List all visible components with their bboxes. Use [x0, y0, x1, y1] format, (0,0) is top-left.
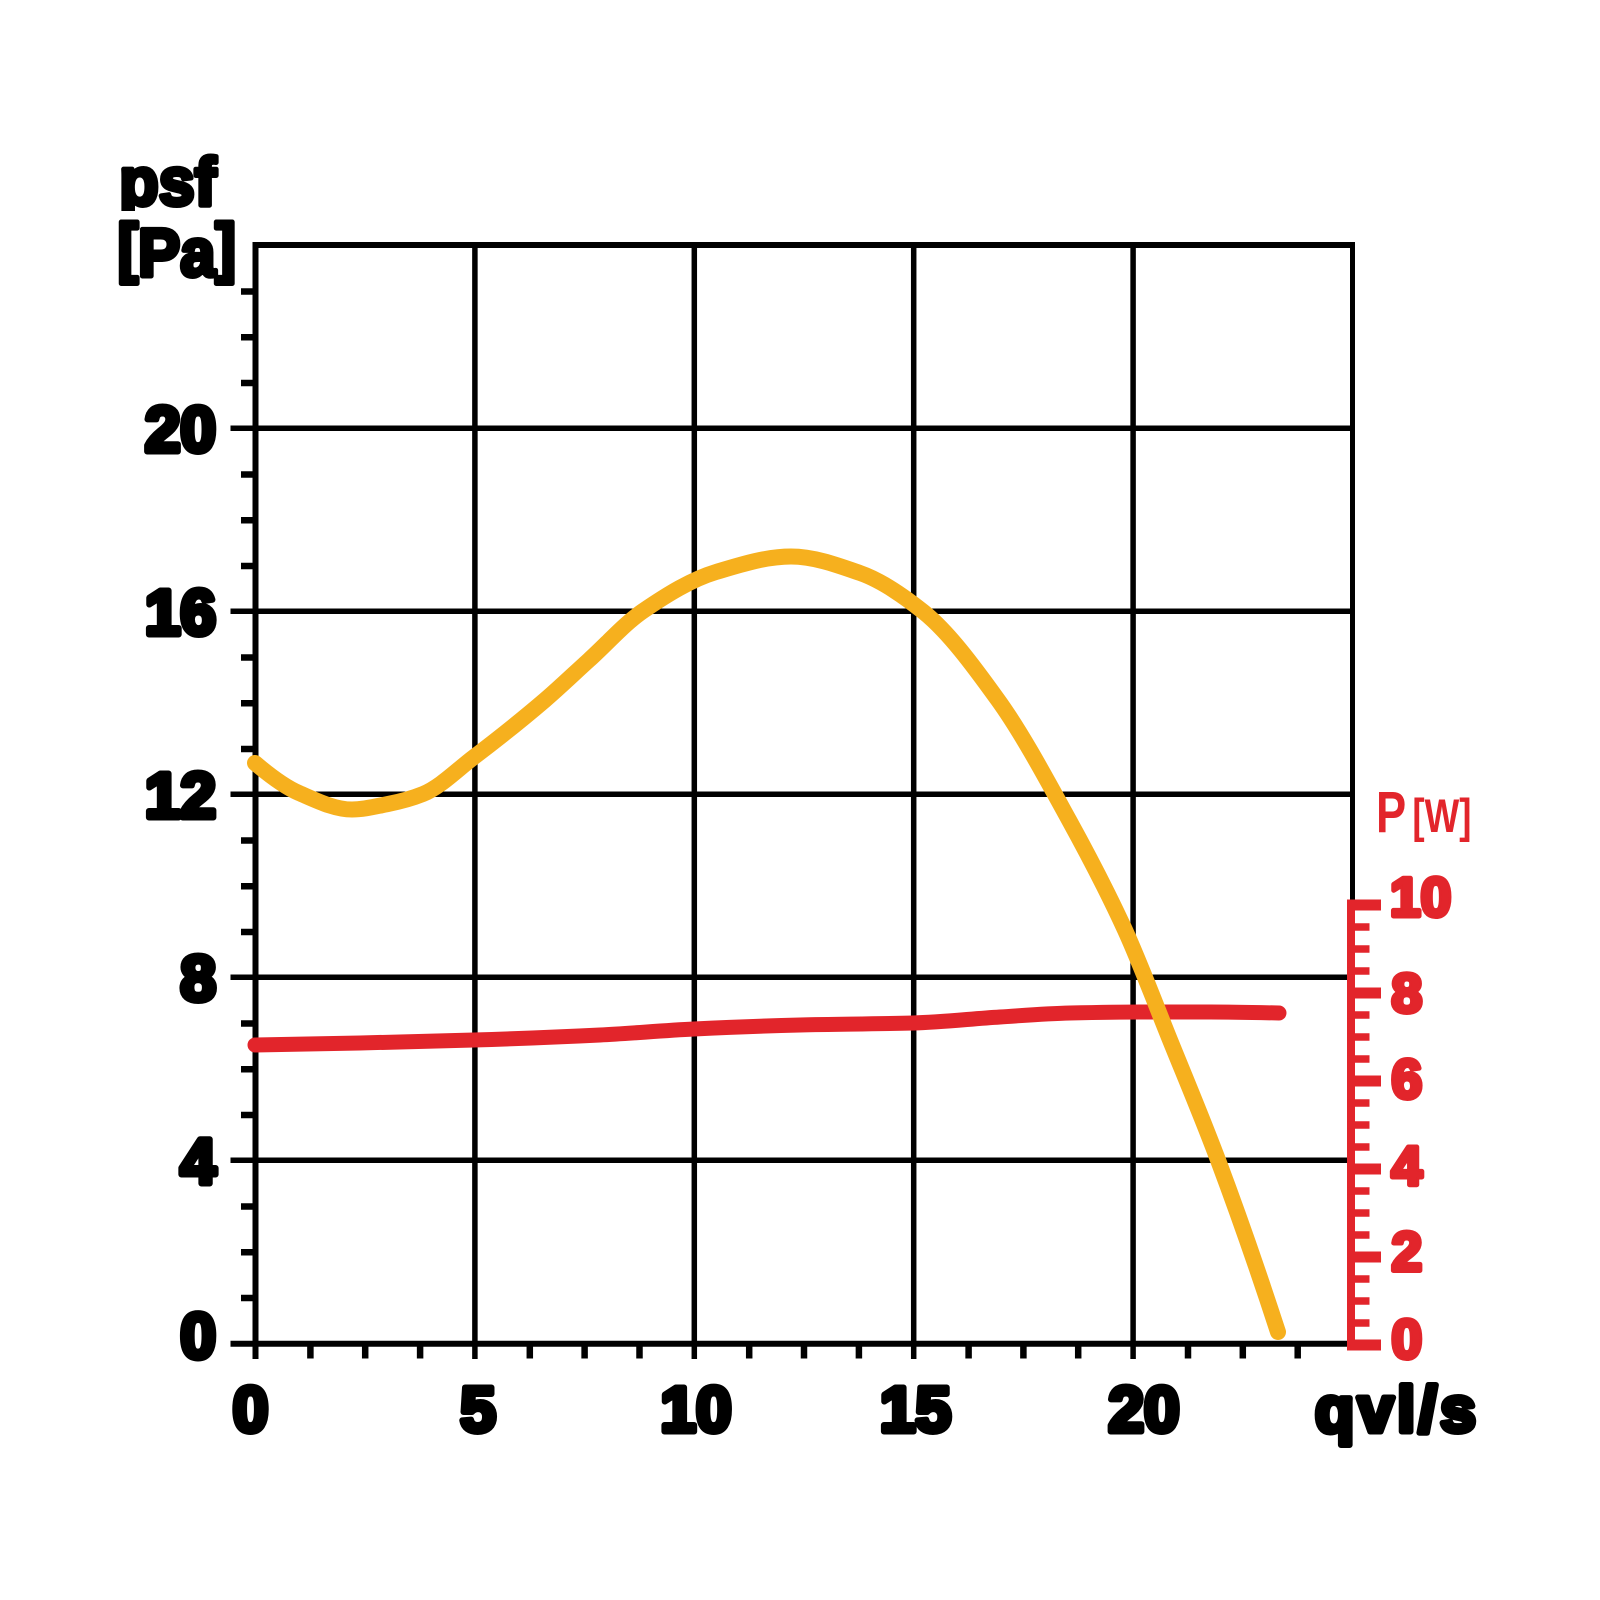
svg-text:6: 6: [1392, 1048, 1423, 1110]
svg-text:15: 15: [880, 1374, 951, 1446]
svg-text:8: 8: [1392, 962, 1423, 1024]
svg-text:4: 4: [180, 1125, 216, 1197]
svg-text:[Pa]: [Pa]: [118, 210, 236, 291]
svg-text:12: 12: [145, 759, 216, 831]
svg-text:0: 0: [1392, 1308, 1423, 1370]
svg-text:16: 16: [145, 576, 216, 648]
svg-text:P[W]: P [W]: [1376, 781, 1471, 846]
svg-text:4: 4: [1392, 1135, 1423, 1197]
svg-text:20: 20: [1108, 1374, 1179, 1446]
svg-text:psf: psf: [119, 145, 217, 221]
svg-text:5: 5: [460, 1374, 496, 1446]
svg-text:8: 8: [180, 942, 216, 1014]
svg-text:2: 2: [1392, 1221, 1423, 1283]
svg-text:qvl/s: qvl/s: [1315, 1374, 1480, 1446]
svg-text:0: 0: [233, 1374, 269, 1446]
svg-text:20: 20: [145, 393, 216, 465]
svg-text:10: 10: [1390, 866, 1451, 928]
svg-text:10: 10: [660, 1374, 731, 1446]
svg-text:0: 0: [180, 1300, 216, 1372]
